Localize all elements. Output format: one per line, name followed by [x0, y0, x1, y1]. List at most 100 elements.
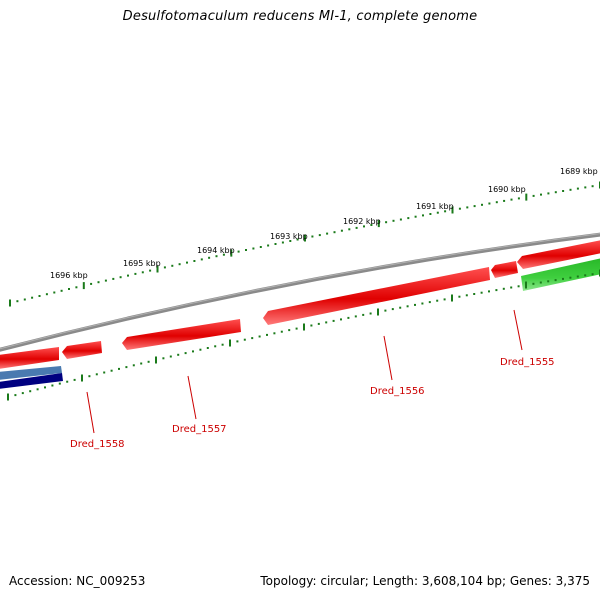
outer-minor-tick	[547, 192, 550, 195]
inner-minor-tick	[214, 345, 217, 348]
gene-label-dred-1557[interactable]: Dred_1557	[172, 424, 227, 435]
inner-minor-tick	[488, 290, 490, 293]
inner-minor-tick	[243, 338, 246, 341]
outer-major-tick	[9, 299, 11, 307]
outer-minor-tick	[222, 253, 225, 256]
outer-minor-tick	[90, 282, 93, 285]
inner-minor-tick	[125, 366, 128, 369]
outer-minor-tick	[355, 226, 358, 229]
outer-minor-tick	[163, 266, 166, 269]
inner-minor-tick	[110, 369, 113, 372]
gene-arrow-left-partial[interactable]	[0, 347, 59, 369]
inner-minor-tick	[391, 308, 394, 311]
gene-label-dred-1555[interactable]: Dred_1555	[500, 357, 555, 368]
inner-minor-tick	[547, 280, 550, 283]
outer-minor-tick	[318, 234, 321, 237]
outer-minor-tick	[193, 260, 196, 262]
inner-major-tick	[155, 356, 157, 364]
outer-minor-tick	[252, 247, 255, 250]
outer-minor-tick	[259, 246, 262, 248]
inner-minor-tick	[199, 348, 202, 351]
outer-minor-tick	[141, 271, 144, 274]
outer-major-tick	[304, 234, 306, 242]
outer-minor-tick	[60, 289, 63, 292]
inner-minor-tick	[295, 327, 298, 330]
inner-minor-tick	[184, 352, 187, 355]
outer-minor-tick	[473, 205, 476, 208]
gene-arrow-blue[interactable]	[0, 366, 62, 380]
outer-minor-tick	[540, 193, 542, 196]
inner-minor-tick	[317, 322, 320, 325]
outer-minor-tick	[436, 211, 439, 214]
inner-minor-tick	[36, 388, 39, 391]
inner-minor-tick	[325, 321, 328, 324]
kbp-label-1693: 1693 kbp	[270, 232, 308, 241]
inner-minor-tick	[443, 298, 446, 301]
outer-minor-tick	[311, 235, 314, 238]
inner-minor-tick	[473, 293, 476, 295]
gene-arrow-dred-1556[interactable]	[263, 267, 490, 325]
outer-minor-tick	[274, 243, 277, 245]
reverse-strand-genes	[0, 240, 600, 369]
outer-minor-tick	[134, 272, 137, 275]
inner-minor-tick	[480, 291, 483, 294]
outer-minor-tick	[370, 224, 373, 226]
inner-minor-tick	[177, 353, 180, 356]
inner-major-tick	[451, 294, 453, 302]
outer-minor-tick	[392, 219, 395, 222]
outer-minor-tick	[414, 215, 417, 218]
gene-arrow-navy[interactable]	[0, 373, 63, 389]
outer-minor-tick	[296, 238, 299, 241]
outer-minor-tick	[488, 202, 491, 205]
outer-minor-tick	[178, 263, 181, 266]
inner-minor-tick	[495, 289, 498, 292]
outer-minor-tick	[149, 269, 152, 272]
outer-minor-tick	[532, 194, 535, 197]
outer-major-tick	[377, 220, 380, 228]
outer-minor-tick	[562, 190, 565, 192]
kbp-label-1689: 1689 kbp	[560, 167, 598, 176]
outer-minor-tick	[281, 241, 284, 244]
outer-minor-tick	[466, 206, 469, 209]
kbp-label-1690: 1690 kbp	[488, 185, 526, 194]
outer-minor-tick	[75, 286, 78, 289]
outer-minor-tick	[510, 198, 513, 201]
kbp-label-1694: 1694 kbp	[197, 246, 235, 255]
outer-minor-tick	[215, 255, 218, 258]
inner-minor-tick	[221, 343, 224, 346]
outer-minor-tick	[584, 186, 587, 189]
outer-major-tick	[525, 193, 528, 201]
outer-minor-tick	[333, 231, 336, 234]
inner-minor-tick	[532, 282, 535, 285]
inner-minor-tick	[169, 355, 172, 358]
gene-arrow-dred-1558[interactable]	[62, 341, 102, 359]
inner-minor-tick	[258, 335, 261, 338]
gene-label-dred-1556[interactable]: Dred_1556	[370, 386, 425, 397]
kbp-label-1696: 1696 kbp	[50, 271, 88, 280]
accession-text: Accession: NC_009253	[9, 574, 146, 588]
kbp-label-1692: 1692 kbp	[343, 217, 381, 226]
inner-minor-tick	[73, 378, 76, 381]
leader-dred-1555	[513, 309, 523, 351]
outer-minor-tick	[208, 256, 211, 259]
gene-arrow-right-partial[interactable]	[517, 240, 600, 269]
outer-minor-tick	[16, 300, 19, 303]
inner-major-tick	[303, 323, 305, 331]
inner-minor-tick	[44, 386, 46, 389]
inner-minor-tick	[584, 274, 587, 277]
gene-arrow-small[interactable]	[491, 261, 518, 278]
gene-arrow-dred-1557[interactable]	[122, 319, 241, 350]
inner-major-tick	[525, 281, 527, 289]
inner-minor-tick	[406, 305, 409, 308]
outer-minor-tick	[591, 185, 594, 188]
gene-label-dred-1558[interactable]: Dred_1558	[70, 439, 125, 450]
outer-minor-tick	[97, 281, 100, 284]
outer-minor-tick	[267, 244, 270, 247]
inner-minor-tick	[458, 295, 461, 298]
outer-minor-tick	[53, 291, 56, 294]
outer-minor-tick	[444, 210, 447, 213]
inner-minor-tick	[140, 362, 143, 365]
inner-minor-tick	[147, 360, 150, 363]
inner-major-tick	[7, 393, 9, 401]
